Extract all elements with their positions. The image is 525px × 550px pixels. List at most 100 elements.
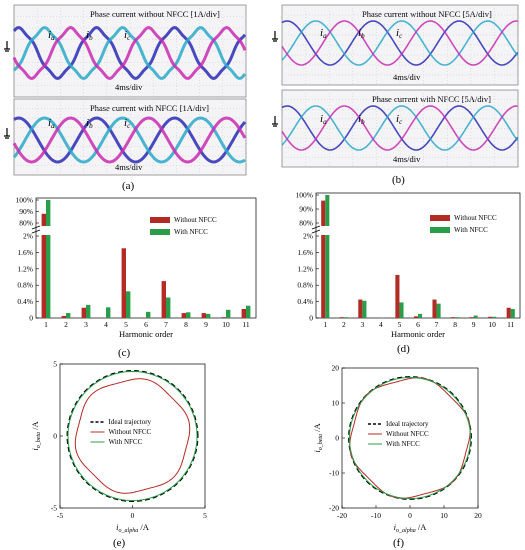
harmonic-bar	[510, 308, 515, 318]
y-tick-label: 0.8%	[17, 281, 33, 290]
harmonic-bar	[246, 305, 251, 318]
harmonic-bar	[126, 291, 131, 318]
phase-c-trace	[281, 105, 518, 151]
y-tick-label: 0	[29, 314, 33, 323]
phase-a-trace	[13, 116, 247, 164]
phase-label-b: ib	[86, 117, 93, 130]
harmonic-bar	[201, 313, 206, 318]
harmonic-bar	[362, 300, 367, 318]
harmonic-bar	[436, 303, 441, 318]
ground-marker-icon	[4, 41, 10, 52]
harmonic-bar	[146, 311, 151, 318]
harmonic-bar	[66, 313, 71, 318]
x-tick-label: 6	[144, 320, 148, 329]
scope-title: Phase current without NFCC [1A/div]	[90, 9, 220, 19]
phase-a-trace	[12, 26, 247, 80]
y-tick-label: 100%	[296, 191, 314, 200]
ground-marker-icon	[4, 128, 10, 139]
legend-label: With NFCC	[109, 438, 143, 446]
phase-label-b: ib	[86, 29, 93, 42]
x-tick-label: 2	[64, 320, 68, 329]
harmonic-bar	[395, 274, 400, 318]
x-tick-label: 7	[435, 320, 439, 329]
y-tick-label: 5	[53, 360, 57, 369]
phase-label-a: ia	[320, 113, 327, 126]
harmonic-bar	[432, 299, 437, 318]
caption-c: (c)	[118, 347, 131, 359]
plot-frame	[59, 363, 206, 509]
trajectory-chart-f: -20 -10 0 10 20 20 10 0 -10 -20 Ideal trajectory Wi…	[312, 364, 482, 535]
x-tick-label: 11	[242, 320, 249, 329]
trajectory-without-nfcc	[74, 378, 191, 494]
phase-b-trace	[12, 116, 246, 164]
scope-title: Phase current with NFCC [1A/div]	[90, 103, 209, 113]
caption-d: (d)	[397, 343, 410, 355]
x-tick-label: 4	[379, 320, 383, 329]
scope-time-div: 4ms/div	[115, 162, 143, 172]
trajectory-chart-e: -5 0 5 5 0 -5 Ideal trajectory Without NFCC With…	[30, 360, 207, 535]
y-tick-label: 0	[309, 314, 313, 323]
x-tick-label: 4	[104, 320, 108, 329]
legend-label: Without NFCC	[454, 214, 497, 222]
y-tick-label: 100%	[16, 196, 34, 205]
legend-swatch	[150, 229, 170, 235]
scope-time-div: 4ms/div	[115, 82, 143, 92]
trajectory-with-nfcc	[348, 376, 472, 500]
legend-label: Without NFCC	[386, 430, 429, 438]
legend-swatch	[430, 215, 450, 221]
y-tick-label: 90%	[299, 205, 313, 214]
harmonic-bar	[81, 307, 86, 318]
harmonic-bar	[321, 200, 326, 226]
y-tick-label: 1.2%	[17, 264, 33, 273]
y-tick-label: 1.6%	[17, 248, 33, 257]
y-tick-label: 0.8%	[297, 281, 313, 290]
bar-chart-d: 0 0.4% 0.8% 1.2% 1.6% 2% 100% 90% 80% 1 2 3 4 5 6 7 8 9 10…	[296, 191, 521, 339]
harmonic-bar	[166, 297, 171, 318]
phase-a-trace	[281, 20, 519, 66]
x-tick-label: 8	[184, 320, 188, 329]
phase-c-trace	[12, 26, 247, 80]
axis-break-mark	[31, 225, 41, 234]
ideal-trajectory	[348, 376, 472, 500]
x-tick-label: 7	[164, 320, 168, 329]
plot-frame	[35, 197, 257, 319]
x-tick-label: 5	[203, 511, 207, 520]
plot-frame	[315, 192, 521, 319]
x-tick-label: 5	[398, 320, 402, 329]
harmonic-bar	[469, 317, 474, 318]
harmonic-bar	[321, 235, 326, 318]
phase-b-trace	[281, 20, 519, 66]
charts-layer: ia ib ic ia ib ic ia ib ic ia ib ic 0 0.4% 0.8% 1.2% 1.6…	[4, 5, 521, 535]
x-tick-label: 3	[84, 320, 88, 329]
trajectory-with-nfcc	[67, 370, 198, 502]
x-tick-label: 10	[440, 511, 448, 520]
harmonic-bar	[121, 248, 126, 318]
legend-label: Without NFCC	[174, 216, 217, 224]
y-tick-label: 0	[53, 432, 57, 441]
caption-e: (e)	[113, 537, 126, 549]
harmonic-bar	[358, 299, 363, 318]
harmonic-bar	[451, 317, 456, 318]
x-tick-label: 10	[222, 320, 230, 329]
phase-b-trace	[12, 26, 247, 80]
harmonic-bar	[61, 315, 66, 318]
caption-f: (f)	[393, 537, 404, 549]
harmonic-bar	[41, 213, 46, 226]
ideal-trajectory	[66, 370, 199, 503]
trajectory-without-nfcc	[349, 377, 471, 499]
harmonic-bar	[418, 313, 423, 318]
x-tick-label: 0	[408, 511, 412, 520]
harmonic-bar	[399, 302, 404, 318]
phase-label-c: ic	[124, 117, 131, 130]
legend-swatch	[430, 227, 450, 233]
x-tick-label: 9	[204, 320, 208, 329]
ground-marker-icon	[272, 31, 278, 42]
harmonic-bar	[161, 281, 166, 318]
legend-label: With NFCC	[454, 226, 488, 234]
phase-c-trace	[12, 116, 247, 164]
harmonic-bar	[46, 200, 51, 226]
phase-label-b: ib	[358, 113, 365, 126]
x-axis-label: io_alpha /A	[116, 522, 150, 534]
scope-traces: ia ib ic	[4, 5, 247, 97]
x-tick-label: 6	[416, 320, 420, 329]
